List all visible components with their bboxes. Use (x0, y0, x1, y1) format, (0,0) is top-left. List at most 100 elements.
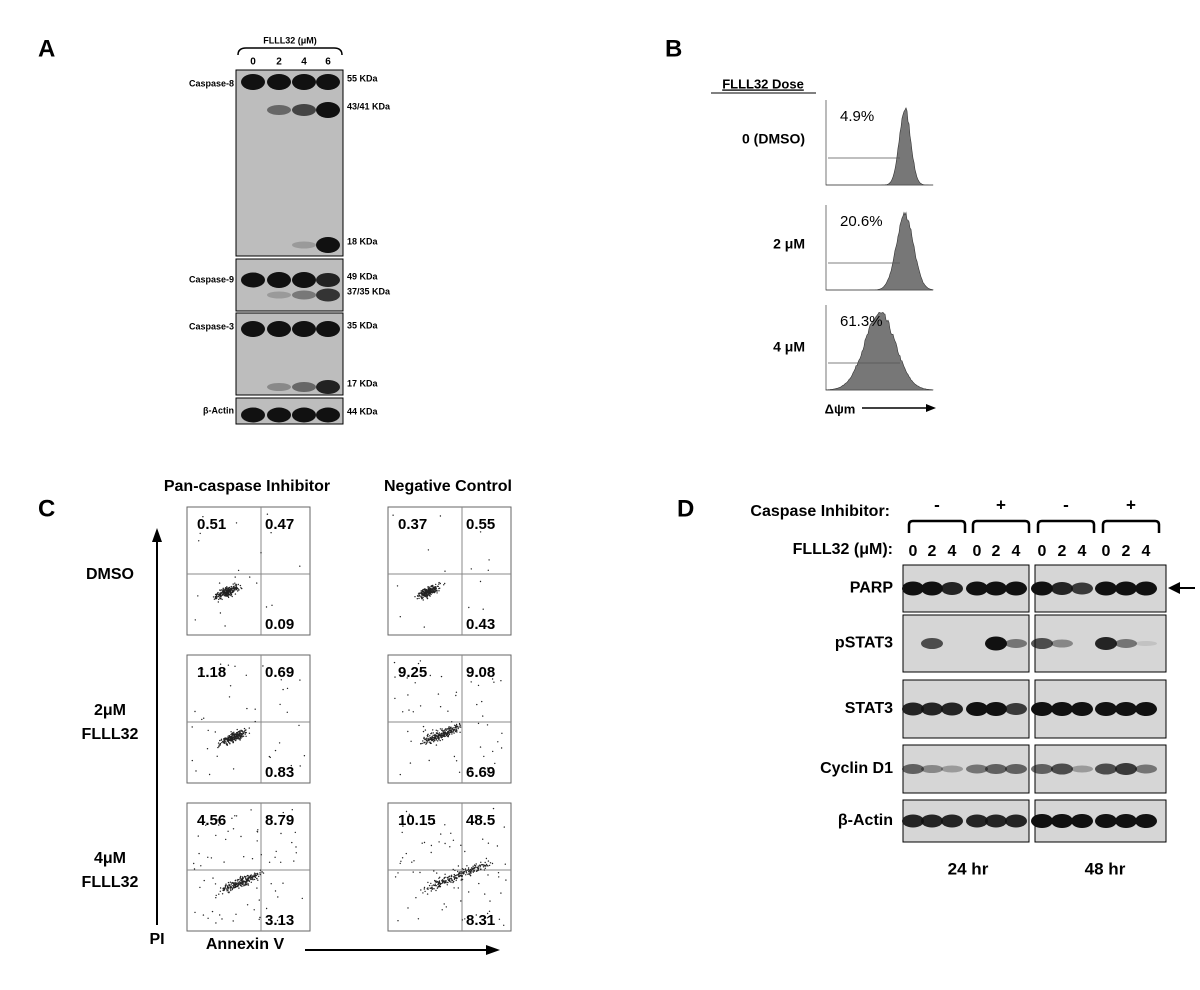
event (455, 875, 457, 877)
event (245, 883, 247, 885)
event (422, 589, 424, 592)
event (224, 740, 226, 742)
event (476, 869, 478, 872)
event (427, 549, 430, 551)
event (433, 884, 436, 887)
event (474, 865, 477, 867)
event (484, 861, 486, 864)
event (236, 587, 239, 590)
event (193, 868, 196, 870)
event (231, 887, 233, 889)
band (241, 407, 265, 423)
event (451, 721, 453, 723)
event (430, 593, 432, 596)
event (275, 850, 277, 853)
label: 2 (1058, 543, 1067, 560)
event (430, 844, 433, 847)
event (245, 674, 247, 676)
event (488, 864, 491, 867)
event (244, 884, 246, 887)
event (211, 910, 214, 913)
event (241, 733, 243, 735)
event (248, 727, 250, 729)
event (475, 914, 477, 916)
event (460, 879, 462, 881)
event (208, 773, 211, 776)
event (483, 755, 485, 758)
event (474, 815, 477, 817)
histogram (825, 312, 934, 391)
event (466, 821, 468, 823)
band (902, 814, 924, 828)
event (438, 590, 440, 592)
label: β-Actin (838, 812, 893, 829)
event (219, 914, 221, 916)
event (244, 880, 246, 883)
event (227, 738, 230, 740)
event (235, 886, 237, 889)
event (224, 885, 227, 887)
event (498, 876, 500, 878)
event (230, 589, 232, 591)
event (230, 587, 232, 590)
event (440, 736, 442, 738)
event (485, 863, 488, 866)
event (252, 879, 254, 881)
event (439, 883, 441, 886)
event (230, 733, 232, 736)
band (1115, 581, 1137, 596)
event (424, 729, 427, 731)
event (464, 868, 467, 870)
event (415, 675, 417, 677)
event (423, 841, 426, 844)
band (267, 383, 291, 391)
event (249, 576, 251, 578)
event (247, 878, 249, 881)
event (260, 854, 262, 856)
event (438, 581, 440, 584)
event (451, 731, 453, 734)
event (428, 759, 430, 762)
event (290, 764, 292, 767)
event (234, 733, 236, 735)
band (1135, 814, 1157, 828)
event (229, 738, 231, 741)
arrowhead (1168, 582, 1180, 594)
band (1051, 639, 1073, 648)
flow-plot: 0.37 0.55 0.43 (387, 506, 512, 636)
event (260, 552, 262, 554)
label: 0 (909, 543, 918, 560)
event (227, 592, 230, 595)
event (446, 728, 448, 730)
event (220, 595, 222, 597)
event (487, 767, 489, 769)
event (432, 736, 434, 739)
event (229, 886, 232, 889)
label: STAT3 (845, 700, 893, 717)
event (443, 877, 446, 879)
histogram (826, 107, 934, 186)
band (941, 702, 963, 716)
event (227, 735, 229, 737)
event (477, 869, 480, 871)
label: FLLL32 (82, 726, 139, 743)
band (1051, 582, 1073, 595)
event (438, 583, 440, 585)
bracket (971, 519, 1031, 533)
event (216, 596, 219, 598)
event (458, 876, 460, 878)
event (232, 768, 235, 770)
event (244, 883, 246, 885)
event (426, 888, 428, 890)
event (224, 625, 226, 627)
event (432, 591, 434, 594)
event (491, 862, 494, 865)
event (421, 842, 423, 844)
event (421, 594, 423, 596)
event (294, 831, 296, 834)
event (419, 705, 422, 707)
event (430, 890, 432, 892)
event (234, 738, 236, 740)
event (235, 815, 238, 817)
band (1095, 702, 1117, 716)
